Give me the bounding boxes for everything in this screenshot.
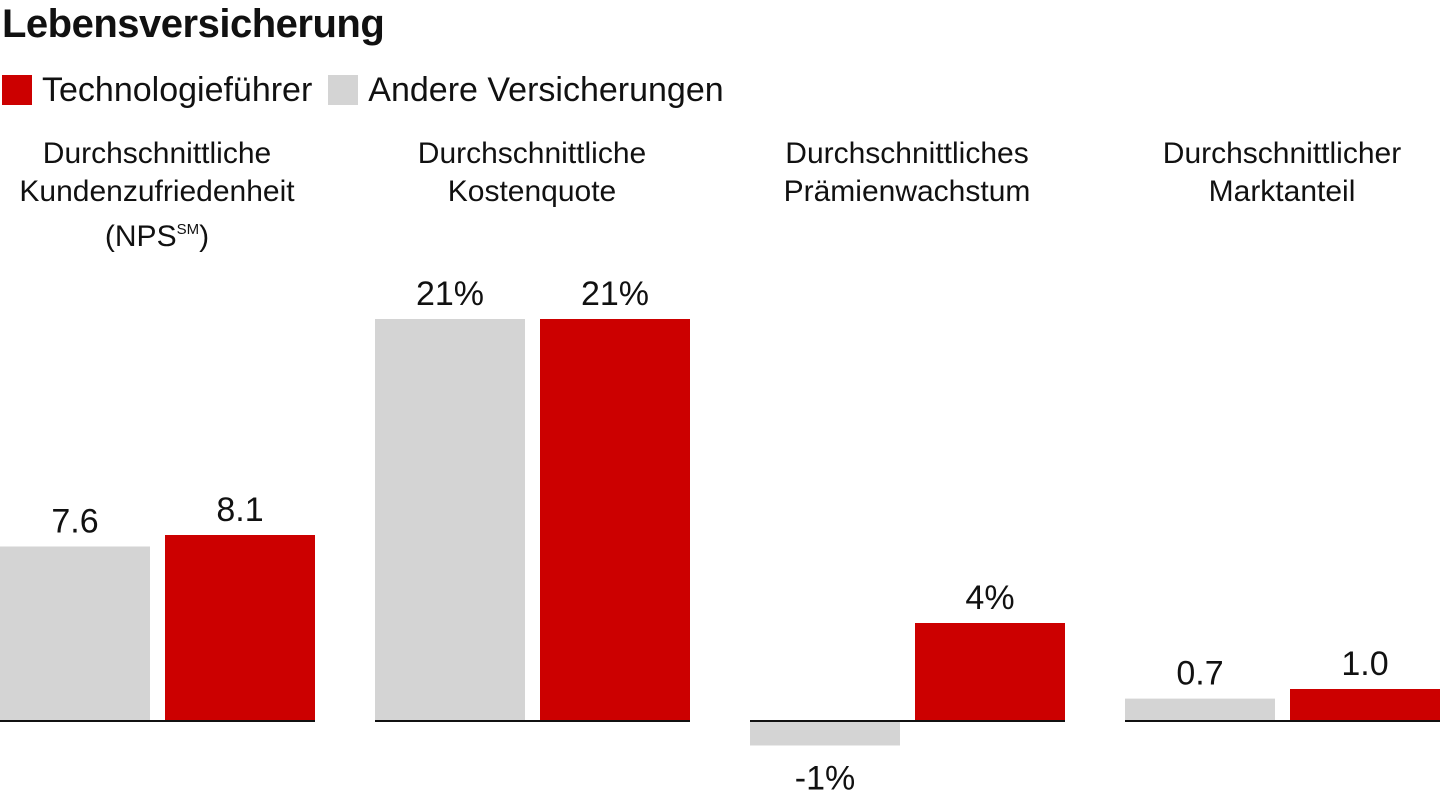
legend-label-leader: Technologieführer [42,70,313,109]
bar-leader [540,319,690,721]
data-label-leader: 21% [581,275,649,313]
panel-title-line: Kundenzufriedenheit [19,175,295,208]
panel-title-paren: ) [199,220,210,253]
data-label-others: 21% [416,275,484,313]
panel-title-line: Marktanteil [1208,175,1356,208]
data-label-leader: 1.0 [1341,645,1388,683]
legend-swatch-others [328,75,359,105]
data-label-others: -1% [795,760,855,798]
legend-item-leader: Technologieführer [2,71,312,110]
panel-title-sup: SM [176,221,200,238]
bar-leader [165,535,315,721]
chart-title: Lebensversicherung [2,2,385,46]
panel-title-line: Durchschnittliches [785,137,1029,170]
bar-others [375,319,525,721]
panel-title-market-share: Durchschnittlicher Marktanteil [1102,135,1440,211]
panel-title-line: (NPSSM) [0,211,337,256]
legend: Technologieführer Andere Versicherungen [2,70,740,110]
bar-leader [1290,689,1440,721]
bar-leader [915,623,1065,721]
panel-title-nps: (NPS [104,220,177,253]
panel-title-line: Durchschnittliche [42,137,272,170]
data-label-others: 7.6 [51,502,98,540]
panel-title-cost-ratio: Durchschnittliche Kostenquote [352,135,712,211]
bar-others [750,721,900,746]
panel-title-line: Durchschnittliche [417,137,647,170]
panel-title-line: Durchschnittlicher [1162,137,1402,170]
legend-item-others: Andere Versicherungen [328,70,724,110]
bar-others [0,546,150,721]
data-label-others: 0.7 [1176,655,1223,693]
legend-label-others: Andere Versicherungen [368,70,724,109]
panel-title-premium-growth: Durchschnittliches Prämienwachstum [727,135,1087,211]
data-label-leader: 8.1 [216,491,263,529]
data-label-leader: 4% [965,579,1014,617]
panel-title-line: Prämienwachstum [783,175,1031,208]
legend-swatch-leader [2,75,32,105]
panel-title-line: Kostenquote [447,175,617,208]
bar-others [1125,698,1275,721]
panel-title-satisfaction: Durchschnittliche Kundenzufriedenheit (N… [0,135,337,256]
